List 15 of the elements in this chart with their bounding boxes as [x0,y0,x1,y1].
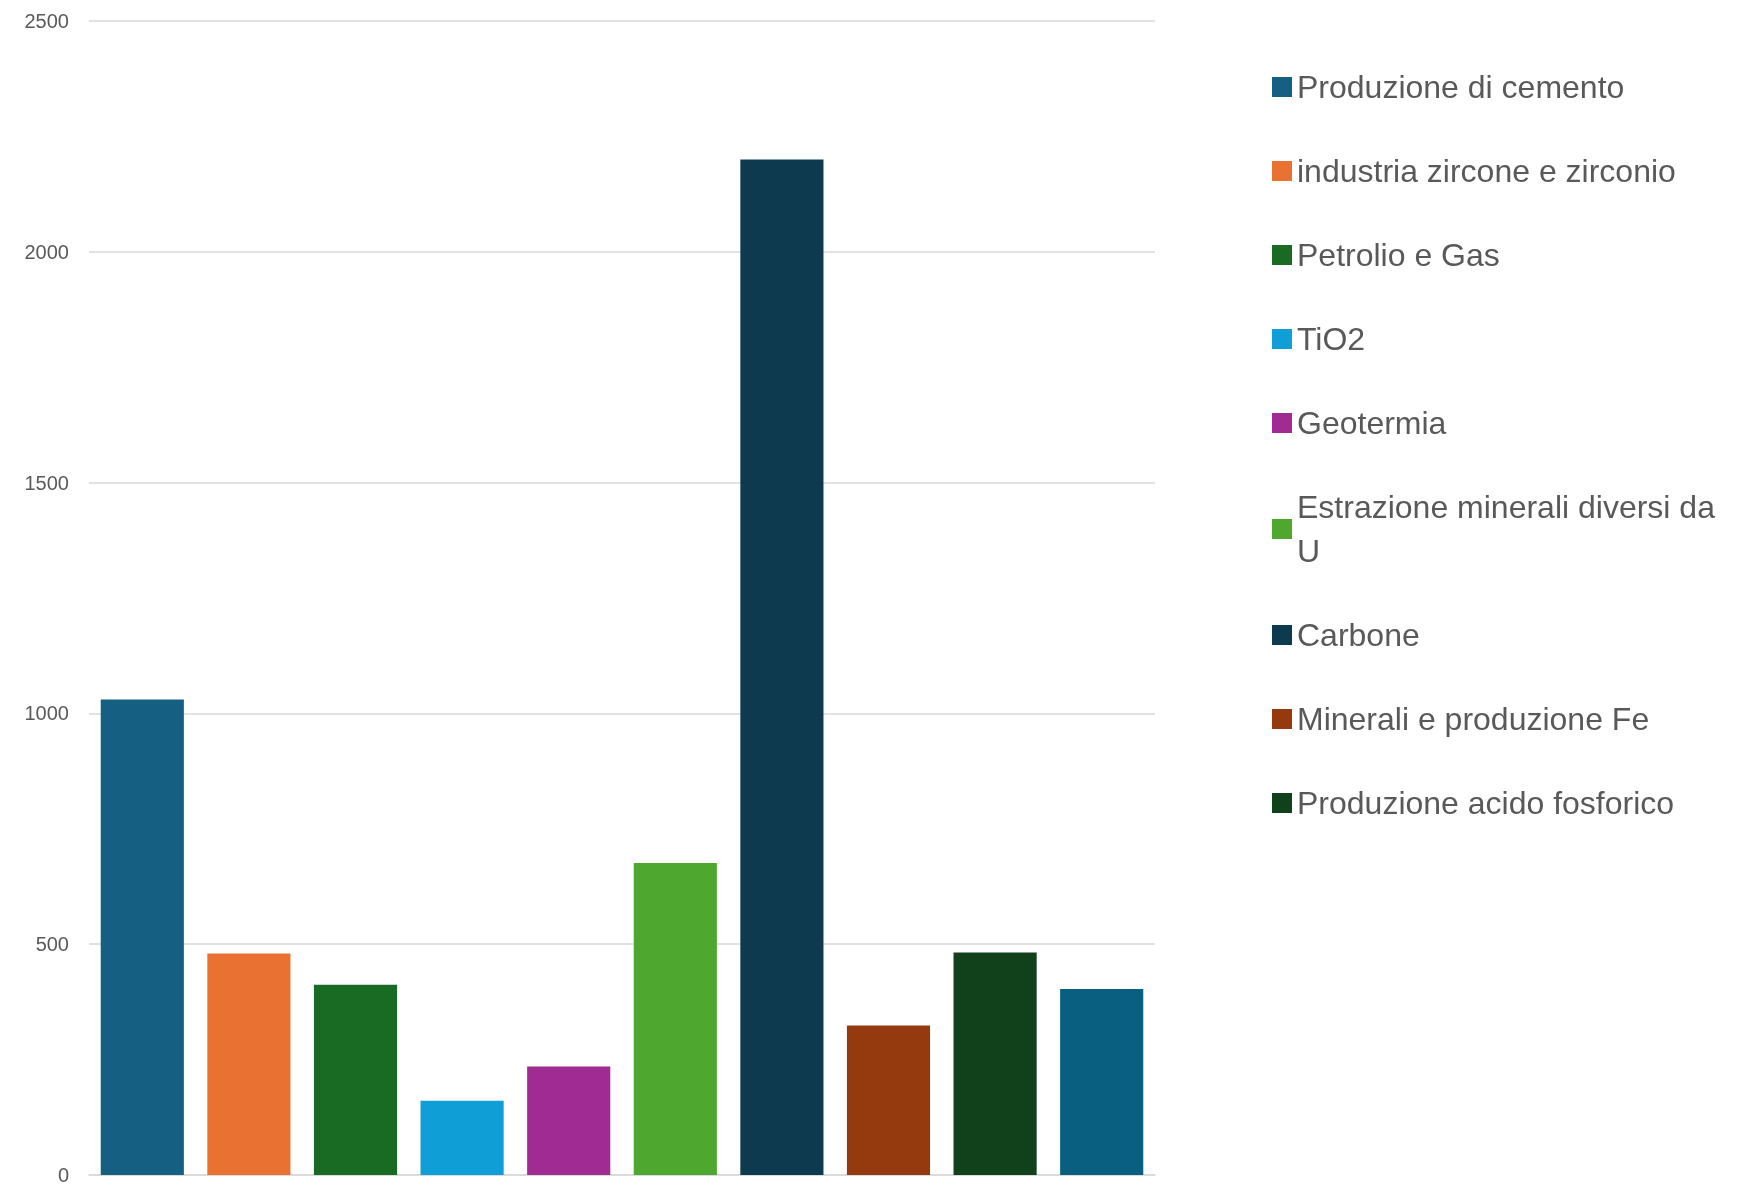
legend-label: TiO2 [1297,321,1366,357]
legend-label: Carbone [1297,617,1420,653]
legend-label: industria zircone e zirconio [1297,153,1676,189]
legend-label: Estrazione minerali diversi da U [1297,489,1724,569]
y-tick-label: 0 [57,1164,69,1185]
legend-label: Produzione di cemento [1297,69,1625,105]
y-tick-label: 2000 [24,240,69,263]
y-tick-label: 500 [35,933,69,956]
legend-label: Minerali e produzione Fe [1297,701,1650,737]
y-tick-label: 1500 [24,471,69,494]
legend-label: Petrolio e Gas [1297,237,1500,273]
y-tick-label: 1000 [24,702,69,725]
legend-label: Geotermia [1297,405,1447,441]
y-tick-label: 2500 [24,10,69,32]
legend-label: Produzione acido fosforico [1297,785,1675,821]
